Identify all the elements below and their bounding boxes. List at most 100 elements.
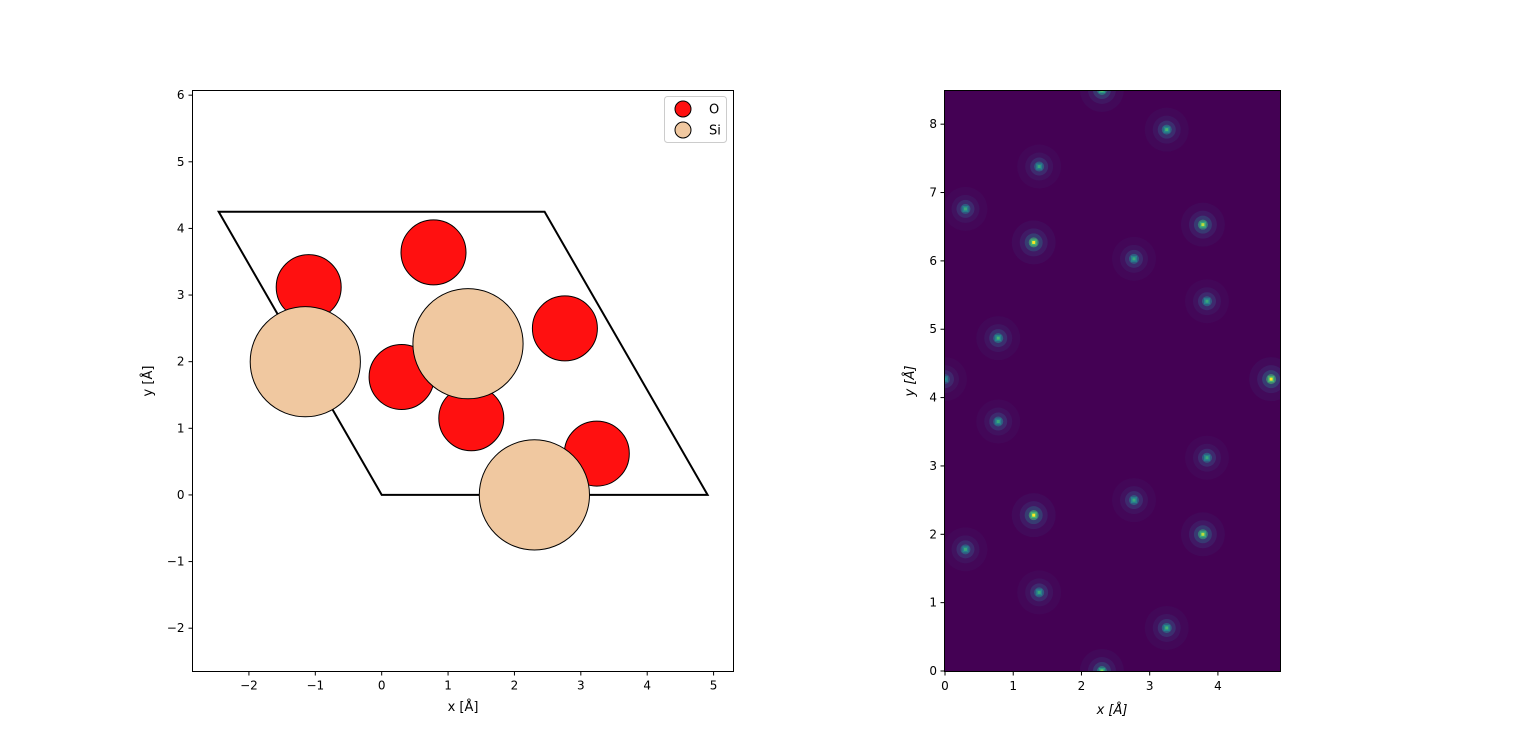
y-tick-label: 3 <box>177 288 185 302</box>
structure-legend: O Si <box>664 96 727 143</box>
peak-center <box>996 336 1000 340</box>
intensity-peak <box>1111 478 1156 523</box>
intensity-peak <box>1180 202 1225 247</box>
structure-x-axis-label: x [Å] <box>448 699 479 715</box>
atom-si <box>478 439 591 551</box>
intensity-peak <box>1144 605 1189 650</box>
unit-cell-outline <box>216 210 710 496</box>
intensity-peak <box>1011 493 1056 538</box>
y-tick-label: 8 <box>929 117 937 131</box>
intensity-peak <box>1184 435 1229 480</box>
peak-halo <box>1087 657 1116 671</box>
x-tick-label: −1 <box>306 679 324 693</box>
peak-center <box>1201 223 1205 227</box>
y-tick-label: 4 <box>929 391 937 405</box>
intensity-peak <box>976 316 1021 361</box>
intensity-peak <box>1079 90 1124 112</box>
atom-si <box>249 306 361 418</box>
atom-o <box>400 219 467 286</box>
image-plot: 0 1 2 3 4 0 1 2 3 4 5 6 7 8 x [Å] y [Å] <box>902 90 1281 718</box>
peak-center <box>1032 240 1036 244</box>
atom-si <box>412 288 524 400</box>
atom-o <box>531 295 598 362</box>
peak-center <box>1032 513 1036 517</box>
image-y-ticks: 0 1 2 3 4 5 6 7 8 <box>929 117 945 678</box>
legend-marker-si <box>674 121 692 139</box>
x-tick-label: 2 <box>1078 679 1086 693</box>
y-tick-label: −1 <box>167 555 185 569</box>
y-tick-label: 1 <box>177 421 185 435</box>
y-tick-label: 2 <box>177 355 185 369</box>
peak-center <box>1132 498 1136 502</box>
series-si <box>249 288 591 551</box>
peak-center <box>1037 165 1041 169</box>
peak-center <box>1132 257 1136 261</box>
x-tick-label: −2 <box>240 679 258 693</box>
structure-plot: −2 −1 0 1 2 3 4 5 −2 −1 0 1 2 3 4 5 6 x [Å] y [Å] O Si <box>140 88 734 715</box>
peak-center <box>963 207 967 211</box>
y-tick-label: 2 <box>929 527 937 541</box>
peak-halo <box>1079 90 1124 112</box>
intensity-peak <box>1017 570 1062 615</box>
intensity-peak <box>1011 220 1056 265</box>
series-o <box>275 219 630 487</box>
peak-halo <box>945 357 967 402</box>
image-plot-frame <box>944 90 1281 672</box>
x-tick-label: 0 <box>941 679 949 693</box>
image-peaks <box>945 90 1280 671</box>
y-tick-label: 4 <box>177 221 185 235</box>
peak-center <box>996 420 1000 424</box>
y-tick-label: 6 <box>177 88 185 102</box>
y-tick-label: 0 <box>177 488 185 502</box>
structure-y-ticks: −2 −1 0 1 2 3 4 5 6 <box>167 88 193 635</box>
peak-center <box>1205 456 1209 460</box>
peak-center <box>1269 377 1273 381</box>
intensity-peak <box>976 399 1021 444</box>
intensity-peak <box>1017 144 1062 189</box>
intensity-peak <box>945 527 988 572</box>
structure-plot-frame <box>192 90 734 672</box>
image-y-axis-label: y [Å] <box>902 366 918 398</box>
intensity-peak <box>945 357 967 402</box>
y-tick-label: 5 <box>177 155 185 169</box>
intensity-peak <box>1249 357 1280 402</box>
y-tick-label: −2 <box>167 621 185 635</box>
structure-y-axis-label: y [Å] <box>140 366 156 397</box>
y-tick-label: 7 <box>929 186 937 200</box>
structure-x-ticks: −2 −1 0 1 2 3 4 5 <box>240 671 718 693</box>
x-tick-label: 1 <box>1009 679 1017 693</box>
x-tick-label: 0 <box>378 679 386 693</box>
y-tick-label: 0 <box>929 664 937 678</box>
intensity-peak <box>1144 107 1189 152</box>
peak-halo <box>945 365 959 394</box>
intensity-peak <box>945 186 988 231</box>
y-tick-label: 1 <box>929 596 937 610</box>
x-tick-label: 2 <box>511 679 519 693</box>
x-tick-label: 4 <box>1214 679 1222 693</box>
x-tick-label: 1 <box>444 679 452 693</box>
legend-marker-o <box>674 100 692 118</box>
intensity-peak <box>1079 649 1124 671</box>
structure-plot-area <box>216 210 710 551</box>
peak-center <box>1165 626 1169 630</box>
image-x-ticks: 0 1 2 3 4 <box>941 671 1222 693</box>
peak-center <box>1100 669 1104 671</box>
y-tick-label: 5 <box>929 322 937 336</box>
x-tick-label: 5 <box>710 679 718 693</box>
intensity-peak <box>1111 236 1156 281</box>
x-tick-label: 3 <box>577 679 585 693</box>
y-tick-label: 6 <box>929 254 937 268</box>
peak-center <box>945 377 947 381</box>
legend-label-si: Si <box>709 124 721 139</box>
legend-label-o: O <box>709 103 719 118</box>
peak-center <box>1037 590 1041 594</box>
peak-halo <box>1079 649 1124 671</box>
peak-center <box>1205 299 1209 303</box>
y-tick-label: 3 <box>929 459 937 473</box>
image-x-axis-label: x [Å] <box>1096 702 1128 718</box>
x-tick-label: 4 <box>643 679 651 693</box>
x-tick-label: 3 <box>1146 679 1154 693</box>
intensity-peak <box>1180 512 1225 557</box>
peak-halo <box>1249 357 1280 402</box>
